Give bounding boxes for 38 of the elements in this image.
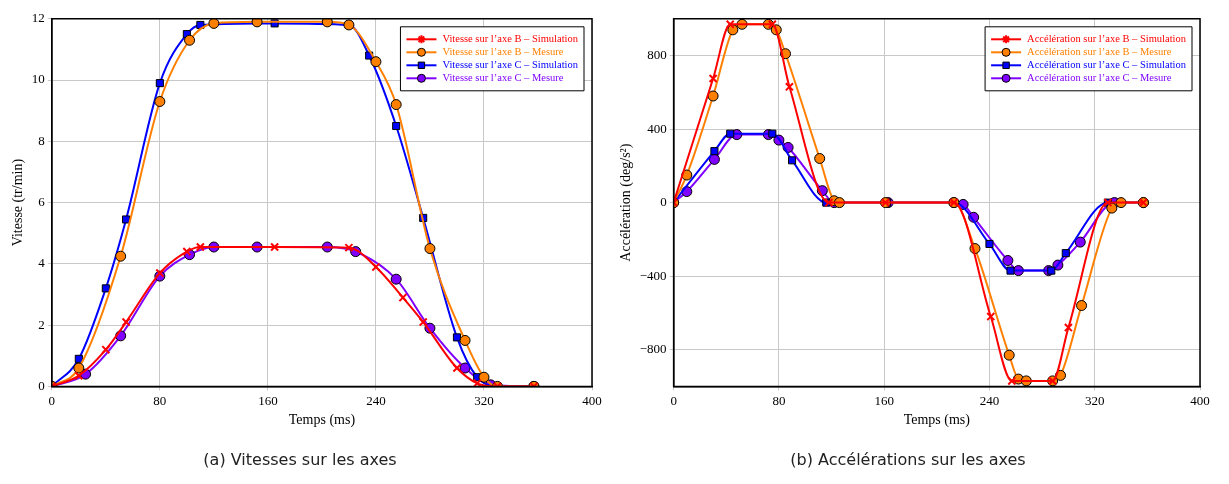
legend-label: Vitesse sur l’axe C – Mesure (442, 72, 564, 84)
legend-label: Vitesse sur l’axe B – Simulation (442, 33, 579, 45)
y-tick-label: 0 (660, 194, 667, 210)
x-tick-label: 240 (979, 392, 1000, 408)
text: (a) Vitesses sur les axes (203, 449, 397, 469)
x-tick-label: 320 (1084, 392, 1105, 408)
y-tick-label: 2 (38, 316, 45, 332)
y-axis-title: Accélération (deg/s²) (618, 143, 635, 262)
legend-label: Accélération sur l’axe B – Mesure (1027, 46, 1172, 58)
y-tick-label: −400 (639, 267, 667, 283)
x-tick-label: 400 (1190, 392, 1210, 408)
x-tick-label: 160 (258, 392, 278, 408)
y-tick-label: 800 (647, 46, 667, 62)
x-tick-label: 240 (366, 392, 386, 408)
x-tick-label: 80 (153, 392, 167, 408)
x-axis-title: Temps (ms) (903, 412, 971, 429)
x-axis-title: Temps (ms) (288, 412, 356, 429)
x-tick-label: 320 (474, 392, 494, 408)
text: (b) Accélérations sur les axes (790, 449, 1026, 469)
legend-label: Vitesse sur l’axe B – Mesure (442, 46, 564, 58)
y-tick-label: 6 (38, 194, 46, 210)
y-tick-label: 0 (38, 377, 45, 393)
y-tick-label: −800 (639, 341, 667, 357)
y-axis-title: Vitesse (tr/min) (10, 158, 27, 247)
y-tick-label: 8 (38, 132, 45, 148)
y-tick-label: 4 (38, 255, 46, 271)
x-tick-label: 400 (582, 392, 602, 408)
y-tick-label: 10 (31, 71, 45, 87)
x-tick-label: 0 (670, 392, 677, 408)
y-tick-label: 400 (647, 120, 667, 136)
legend-label: Vitesse sur l’axe C – Simulation (442, 59, 579, 71)
y-tick-label: 12 (31, 10, 45, 26)
legend-label: Accélération sur l’axe B – Simulation (1027, 33, 1187, 45)
legend-label: Accélération sur l’axe C – Simulation (1027, 59, 1187, 71)
x-tick-label: 80 (772, 392, 786, 408)
legend-label: Accélération sur l’axe C – Mesure (1027, 72, 1172, 84)
x-tick-label: 160 (874, 392, 894, 408)
x-tick-label: 0 (48, 392, 56, 408)
